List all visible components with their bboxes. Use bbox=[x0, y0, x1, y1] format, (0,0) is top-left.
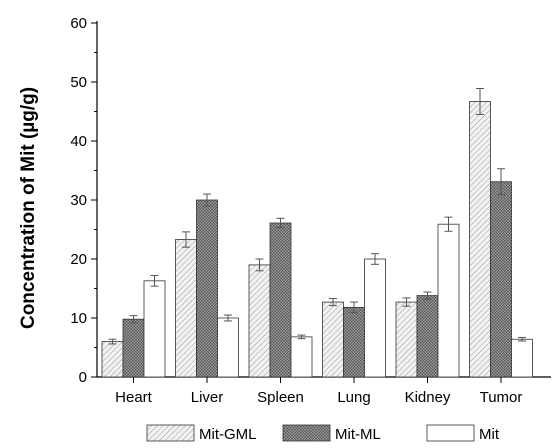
legend-swatch-mit bbox=[426, 424, 475, 442]
bar-mit bbox=[364, 258, 386, 378]
bar-mit-gml bbox=[101, 341, 124, 378]
x-tick-label: Lung bbox=[337, 389, 370, 406]
y-tick-label: 50 bbox=[70, 74, 87, 91]
bar-mit-gml bbox=[395, 301, 418, 378]
legend-label: Mit-ML bbox=[335, 426, 381, 443]
bar-mit-ml bbox=[196, 199, 218, 378]
legend-label: Mit bbox=[479, 426, 500, 443]
x-tick-label: Spleen bbox=[257, 389, 304, 406]
legend-swatch-mit-gml bbox=[146, 424, 195, 442]
x-tick-label: Heart bbox=[115, 389, 153, 406]
bar-mit bbox=[437, 223, 460, 378]
legend-swatch-mit-ml bbox=[282, 424, 331, 442]
axis-labels: 0 10 20 30 40 50 60 Heart Liver Spleen Lung Kidney T… bbox=[70, 15, 522, 406]
y-tick-label: 10 bbox=[70, 310, 87, 327]
y-axis-title: Concentration of Mit (µg/g) bbox=[18, 87, 39, 329]
bar-mit bbox=[511, 338, 533, 378]
bar-mit-gml bbox=[248, 264, 271, 378]
y-tick-label: 40 bbox=[70, 133, 87, 150]
bar-mit-ml bbox=[416, 295, 439, 378]
x-tick-label: Kidney bbox=[405, 389, 451, 406]
bar-mit bbox=[217, 317, 239, 378]
x-tick-label: Liver bbox=[191, 389, 224, 406]
bar-mit bbox=[143, 280, 166, 378]
bar-mit bbox=[290, 336, 313, 378]
bar-mit-ml bbox=[343, 306, 365, 378]
y-tick-label: 60 bbox=[70, 15, 87, 32]
y-tick-label: 30 bbox=[70, 192, 87, 209]
x-tick-label: Tumor bbox=[480, 389, 523, 406]
y-tick-label: 0 bbox=[79, 369, 87, 386]
legend: Mit-GML Mit-ML Mit bbox=[146, 424, 500, 443]
bar-mit-gml bbox=[469, 101, 491, 378]
bars bbox=[101, 87, 533, 378]
y-tick-label: 20 bbox=[70, 251, 87, 268]
bar-mit-ml bbox=[490, 181, 512, 378]
bar-mit-gml bbox=[322, 301, 344, 378]
bar-mit-ml bbox=[269, 222, 292, 378]
bar-mit-ml bbox=[122, 318, 145, 378]
legend-label: Mit-GML bbox=[199, 426, 257, 443]
bar-mit-gml bbox=[175, 239, 197, 378]
